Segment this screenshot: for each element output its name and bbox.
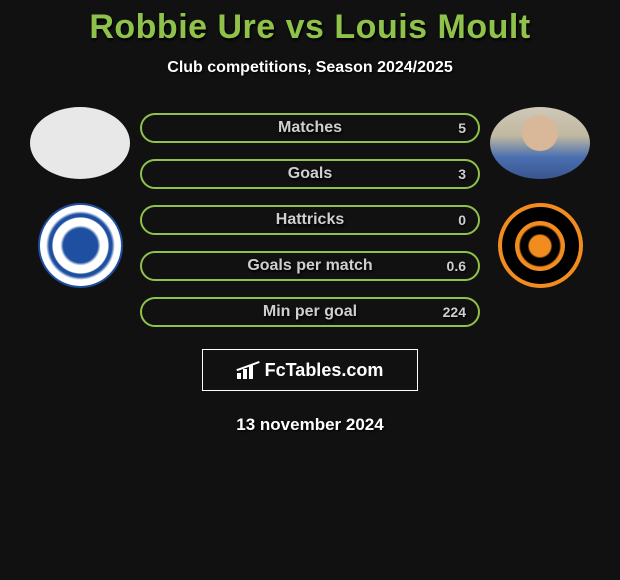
page-title: Robbie Ure vs Louis Moult [0,8,620,47]
right-player-column [490,107,590,288]
comparison-card: Robbie Ure vs Louis Moult Club competiti… [0,0,620,435]
stat-label: Goals [288,165,332,183]
stat-label: Min per goal [263,303,357,321]
subtitle: Club competitions, Season 2024/2025 [0,59,620,77]
stat-right-value: 0 [458,212,466,228]
club-badge-right [498,203,583,288]
stats-list: Matches 5 Goals 3 Hattricks 0 Goals per … [140,107,480,327]
stat-right-value: 224 [443,304,466,320]
stat-row-goals: Goals 3 [140,159,480,189]
attribution-box: FcTables.com [202,349,418,391]
attribution-text: FcTables.com [265,360,384,381]
date-label: 13 november 2024 [0,415,620,435]
compare-area: Matches 5 Goals 3 Hattricks 0 Goals per … [0,107,620,327]
player-right-avatar [490,107,590,179]
left-player-column [30,107,130,288]
stat-label: Hattricks [276,211,344,229]
stat-row-goals-per-match: Goals per match 0.6 [140,251,480,281]
club-badge-left [38,203,123,288]
stat-right-value: 0.6 [447,258,466,274]
stat-right-value: 3 [458,166,466,182]
stat-row-hattricks: Hattricks 0 [140,205,480,235]
stat-label: Matches [278,119,342,137]
stat-right-value: 5 [458,120,466,136]
stat-label: Goals per match [247,257,372,275]
chart-icon [237,361,259,379]
player-left-avatar [30,107,130,179]
stat-row-min-per-goal: Min per goal 224 [140,297,480,327]
stat-row-matches: Matches 5 [140,113,480,143]
